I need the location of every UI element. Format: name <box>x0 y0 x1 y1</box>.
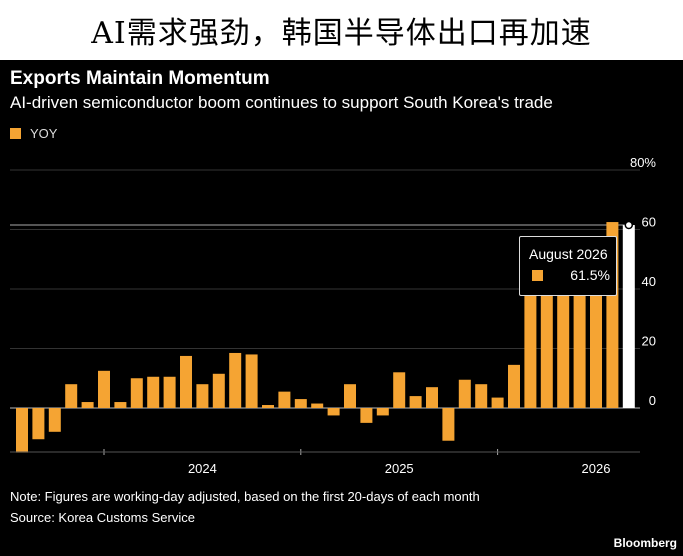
bar <box>360 408 373 423</box>
bar <box>16 408 28 453</box>
bar <box>590 259 602 408</box>
x-tick-label: 2025 <box>385 461 414 476</box>
brand-logo: Bloomberg <box>613 536 677 550</box>
bar <box>163 376 176 408</box>
bar <box>491 397 504 408</box>
bar <box>426 387 438 408</box>
bar <box>81 402 94 408</box>
legend-swatch <box>10 128 21 139</box>
bar <box>344 384 356 408</box>
bar <box>327 408 340 416</box>
bar-chart: 80% 60 40 20 0 2024 2025 2026 <box>10 155 656 476</box>
x-tick-label: 2024 <box>188 461 217 476</box>
bar <box>262 405 274 408</box>
tooltip-date: August 2026 <box>529 246 608 262</box>
bar <box>196 384 209 408</box>
legend: YOY <box>10 126 57 141</box>
bar <box>393 372 406 408</box>
tooltip-swatch <box>532 270 543 281</box>
x-tick-label: 2026 <box>582 461 611 476</box>
bar <box>278 391 291 408</box>
y-tick-label: 60 <box>642 215 656 230</box>
bar <box>48 408 61 432</box>
y-tick-label: 20 <box>642 334 656 349</box>
bar <box>147 376 160 408</box>
bar <box>130 378 143 408</box>
chart-note: Note: Figures are working-day adjusted, … <box>10 489 480 504</box>
y-tick-label: 80% <box>630 155 656 170</box>
bar <box>458 379 471 408</box>
y-tick-label: 0 <box>649 393 656 408</box>
chart-subtitle: AI-driven semiconductor boom continues t… <box>10 93 553 112</box>
bar <box>229 352 242 408</box>
bar <box>32 408 45 440</box>
bar <box>409 396 422 408</box>
bar <box>114 402 127 408</box>
bar <box>65 384 78 408</box>
bar <box>573 265 586 408</box>
bar <box>245 354 258 408</box>
bar <box>524 265 537 408</box>
chart-title: Exports Maintain Momentum <box>10 68 270 89</box>
bar <box>508 364 520 408</box>
bar <box>475 384 488 408</box>
bar <box>540 265 553 408</box>
legend-label: YOY <box>30 126 58 141</box>
bar <box>98 370 110 408</box>
bar <box>212 373 225 408</box>
highlight-dot <box>624 220 634 230</box>
tooltip-value: 61.5% <box>570 267 610 283</box>
bar <box>622 225 635 408</box>
tooltip: August 2026 61.5% <box>519 236 617 296</box>
headline-banner: AI需求强劲，韩国半导体出口再加速 <box>0 0 683 60</box>
headline-text: AI需求强劲，韩国半导体出口再加速 <box>91 16 592 51</box>
chart-source: Source: Korea Customs Service <box>10 510 195 525</box>
bar <box>376 408 389 416</box>
bar <box>557 265 570 408</box>
y-tick-label: 40 <box>642 274 656 289</box>
bar <box>294 399 307 408</box>
bar <box>180 355 192 408</box>
bar <box>311 403 324 408</box>
bar <box>442 408 455 441</box>
